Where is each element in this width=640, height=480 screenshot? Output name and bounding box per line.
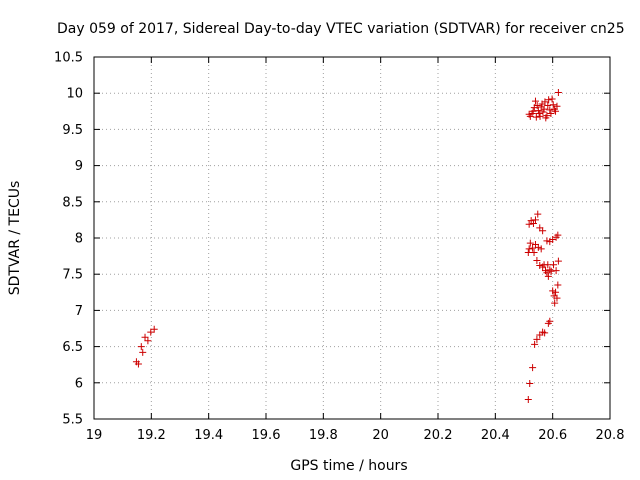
data-point — [544, 272, 552, 280]
data-point — [545, 96, 553, 104]
data-point — [534, 210, 542, 218]
x-tick-label: 20.2 — [424, 428, 453, 443]
data-point — [147, 328, 155, 336]
data-point — [536, 331, 544, 339]
x-tick-label: 19.2 — [137, 428, 166, 443]
data-point — [539, 108, 547, 116]
data-point — [531, 340, 539, 348]
data-point — [544, 102, 552, 110]
y-tick-label: 8.5 — [62, 195, 83, 210]
data-point — [543, 112, 551, 120]
data-point — [524, 395, 532, 403]
y-tick-label: 10 — [66, 87, 83, 102]
data-point — [543, 269, 551, 277]
y-tick-label: 10.5 — [54, 51, 83, 66]
data-point — [530, 248, 538, 256]
y-tick-label: 7 — [75, 304, 83, 319]
data-point — [546, 317, 554, 325]
data-point — [541, 98, 549, 106]
data-point — [547, 267, 555, 275]
y-tick-label: 6.5 — [62, 340, 83, 355]
data-point — [540, 105, 548, 113]
data-point — [533, 335, 541, 343]
data-point — [537, 245, 545, 253]
data-point — [546, 106, 554, 114]
y-tick-label: 7.5 — [62, 268, 83, 283]
data-point — [536, 224, 544, 232]
chart-title: Day 059 of 2017, Sidereal Day-to-day VTE… — [57, 21, 625, 37]
data-point — [546, 266, 554, 274]
data-point — [525, 245, 533, 253]
data-point — [529, 107, 537, 115]
data-point — [533, 256, 541, 264]
data-point — [539, 227, 547, 235]
data-point — [150, 325, 158, 333]
data-point — [141, 333, 149, 341]
x-tick-label: 20.4 — [481, 428, 510, 443]
data-points — [132, 88, 562, 403]
data-point — [552, 107, 560, 115]
data-point — [532, 113, 540, 121]
data-point — [134, 360, 142, 368]
axis-ticks — [93, 56, 611, 420]
data-point — [529, 220, 537, 228]
data-point — [526, 112, 534, 120]
x-tick-label: 19 — [86, 428, 103, 443]
y-tick-label: 8 — [75, 232, 83, 247]
data-point — [526, 380, 534, 388]
y-tick-label: 5.5 — [62, 413, 83, 428]
data-point — [549, 101, 557, 109]
y-tick-labels: 5.5 6 6.5 7 7.5 8 8.5 9 9.5 10 10.5 — [54, 51, 83, 428]
data-point — [137, 343, 145, 351]
x-tick-label: 20 — [372, 428, 389, 443]
x-tick-label: 20.8 — [596, 428, 625, 443]
data-point — [536, 112, 544, 120]
data-point — [534, 107, 542, 115]
data-point — [531, 97, 539, 105]
x-tick-labels: 19 19.2 19.4 19.6 19.8 20 20.2 20.4 20.6 20.8 — [86, 428, 625, 443]
data-point — [139, 348, 147, 356]
data-point — [552, 288, 560, 296]
x-tick-label: 19.6 — [252, 428, 281, 443]
y-tick-label: 9 — [75, 159, 83, 174]
x-tick-label: 20.6 — [538, 428, 567, 443]
data-point — [525, 220, 533, 228]
data-point — [529, 364, 537, 372]
data-point — [534, 243, 542, 251]
data-point — [554, 281, 562, 289]
data-point — [554, 257, 562, 265]
data-point — [144, 337, 152, 345]
data-point — [529, 244, 537, 252]
x-tick-label: 19.8 — [309, 428, 338, 443]
data-point — [526, 239, 534, 247]
data-point — [554, 231, 562, 239]
data-point — [551, 299, 559, 307]
data-point — [553, 102, 561, 110]
data-point — [531, 216, 539, 224]
x-axis-label: GPS time / hours — [290, 458, 407, 474]
data-point — [531, 241, 539, 249]
data-point — [549, 287, 557, 295]
data-point — [552, 267, 560, 275]
data-point — [554, 88, 562, 96]
data-point — [553, 294, 561, 302]
data-point — [543, 237, 551, 245]
data-point — [541, 329, 549, 337]
x-tick-label: 19.4 — [194, 428, 223, 443]
y-tick-label: 6 — [75, 376, 83, 391]
data-point — [535, 109, 543, 117]
data-point — [547, 109, 555, 117]
y-tick-label: 9.5 — [62, 123, 83, 138]
data-point — [548, 95, 556, 103]
y-axis-label: SDTVAR / TECUs — [7, 181, 23, 296]
data-point — [550, 261, 558, 269]
data-point — [533, 102, 541, 110]
data-point — [536, 262, 544, 270]
